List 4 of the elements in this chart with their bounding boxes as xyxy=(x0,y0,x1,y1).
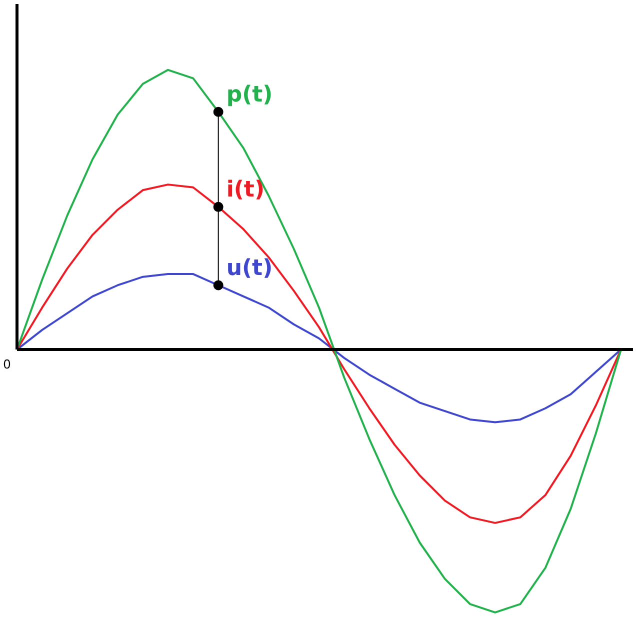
series-label: i(t) xyxy=(226,178,265,203)
series-label: u(t) xyxy=(226,256,273,281)
series-label: p(t) xyxy=(226,82,273,108)
text: 0 xyxy=(3,356,11,372)
